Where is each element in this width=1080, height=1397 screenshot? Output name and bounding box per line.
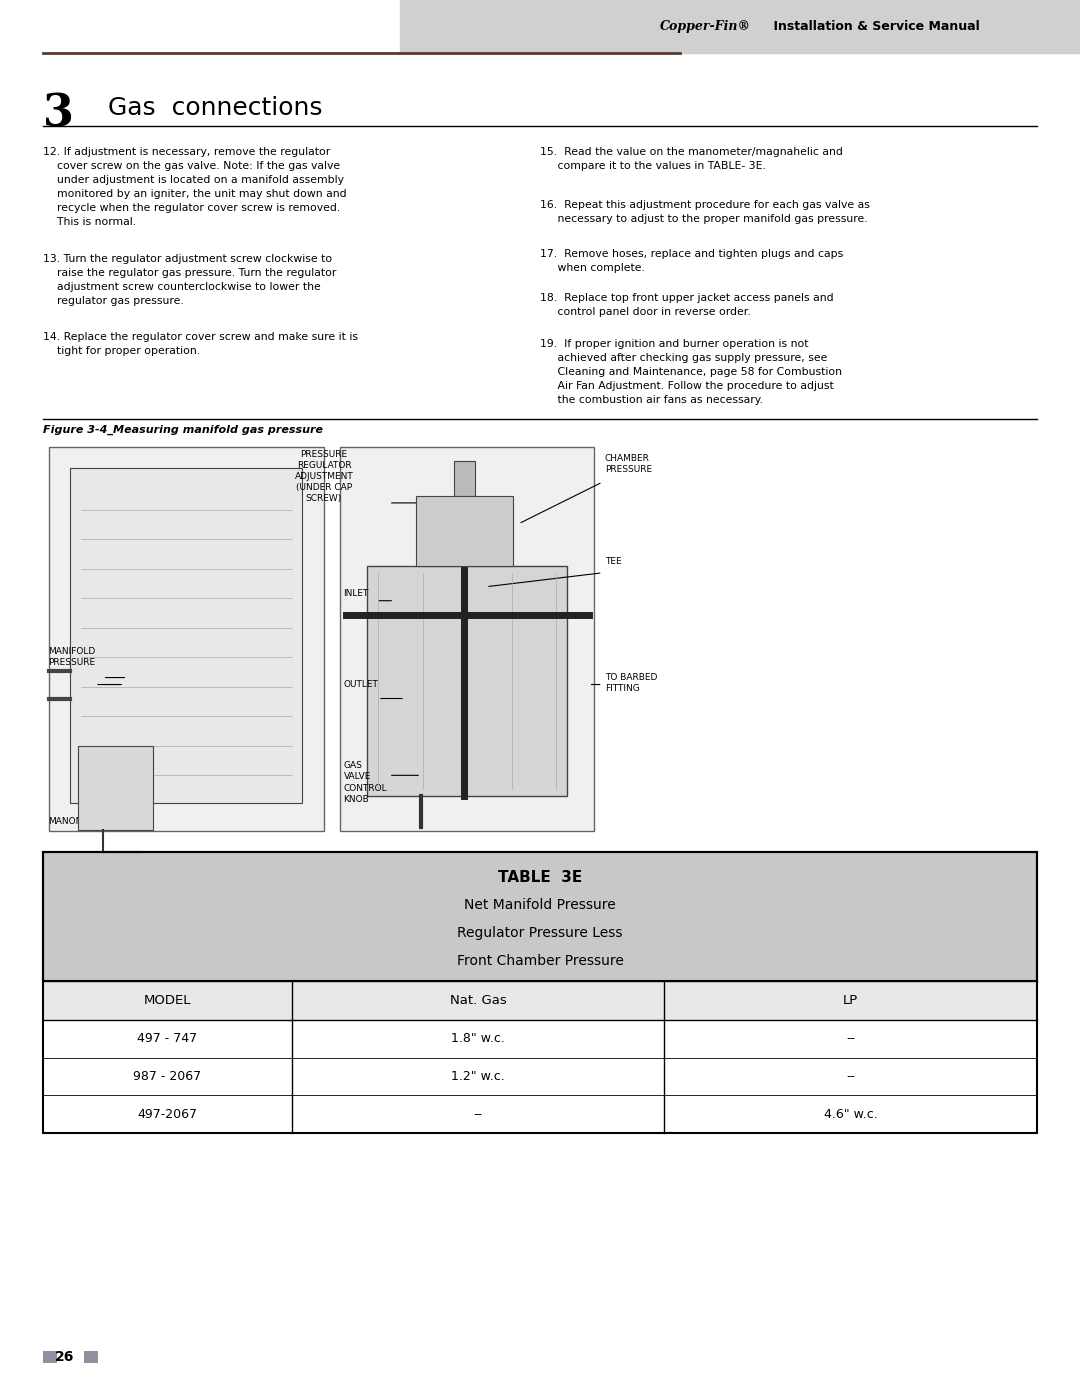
Text: Installation & Service Manual: Installation & Service Manual [756,20,980,34]
Bar [70,468,302,803]
Bar [340,447,594,831]
Bar [78,746,153,830]
Text: --: -- [473,1108,483,1120]
Bar [454,461,475,496]
Text: Net Manifold Pressure: Net Manifold Pressure [464,898,616,912]
Text: TABLE  3E: TABLE 3E [498,870,582,886]
Text: Nat. Gas: Nat. Gas [449,993,507,1007]
Bar [43,852,1037,1133]
Text: 19.  If proper ignition and burner operation is not
     achieved after checking: 19. If proper ignition and burner operat… [540,339,842,405]
Text: 1.2" w.c.: 1.2" w.c. [451,1070,504,1083]
Text: MANOMETER: MANOMETER [49,817,107,826]
Text: --: -- [846,1070,855,1083]
Text: TO BARBED
FITTING: TO BARBED FITTING [605,673,657,693]
Bar [84,1351,98,1363]
Text: CHAMBER
PRESSURE: CHAMBER PRESSURE [605,454,652,474]
Text: 4.6" w.c.: 4.6" w.c. [824,1108,877,1120]
Text: Copper-Fin®: Copper-Fin® [660,20,751,34]
Text: PRESSURE
REGULATOR
ADJUSTMENT
(UNDER CAP
SCREW): PRESSURE REGULATOR ADJUSTMENT (UNDER CAP… [295,450,353,503]
Bar [43,1351,57,1363]
Text: MANIFOLD
PRESSURE: MANIFOLD PRESSURE [49,647,96,666]
Bar [416,496,513,566]
Text: 497 - 747: 497 - 747 [137,1032,198,1045]
Text: LP: LP [842,993,859,1007]
Text: 16.  Repeat this adjustment procedure for each gas valve as
     necessary to ad: 16. Repeat this adjustment procedure for… [540,200,869,224]
Text: MODEL: MODEL [144,993,191,1007]
Bar [400,0,1080,53]
Text: 13. Turn the regulator adjustment screw clockwise to
    raise the regulator gas: 13. Turn the regulator adjustment screw … [43,254,337,306]
Text: Gas  connections: Gas connections [108,96,323,120]
Text: 18.  Replace top front upper jacket access panels and
     control panel door in: 18. Replace top front upper jacket acces… [540,293,834,317]
Text: 14. Replace the regulator cover screw and make sure it is
    tight for proper o: 14. Replace the regulator cover screw an… [43,332,359,356]
Text: INLET: INLET [343,590,368,598]
Text: 1.8" w.c.: 1.8" w.c. [451,1032,504,1045]
Bar [43,981,1037,1020]
Bar [49,447,324,831]
Text: Regulator Pressure Less: Regulator Pressure Less [457,926,623,940]
Bar [367,566,567,796]
Text: 17.  Remove hoses, replace and tighten plugs and caps
     when complete.: 17. Remove hoses, replace and tighten pl… [540,249,843,272]
Bar [43,852,1037,981]
Text: OUTLET: OUTLET [343,680,378,689]
Text: 3: 3 [43,92,75,136]
Text: --: -- [846,1032,855,1045]
Text: Front Chamber Pressure: Front Chamber Pressure [457,954,623,968]
Text: Figure 3-4_Measuring manifold gas pressure: Figure 3-4_Measuring manifold gas pressu… [43,425,323,434]
Text: TEE: TEE [605,557,621,566]
Text: 26: 26 [55,1350,75,1365]
Text: 15.  Read the value on the manometer/magnahelic and
     compare it to the value: 15. Read the value on the manometer/magn… [540,147,842,170]
Text: 12. If adjustment is necessary, remove the regulator
    cover screw on the gas : 12. If adjustment is necessary, remove t… [43,147,347,226]
Text: GAS
VALVE
CONTROL
KNOB: GAS VALVE CONTROL KNOB [343,761,387,803]
Text: 987 - 2067: 987 - 2067 [133,1070,202,1083]
Text: 497-2067: 497-2067 [137,1108,198,1120]
